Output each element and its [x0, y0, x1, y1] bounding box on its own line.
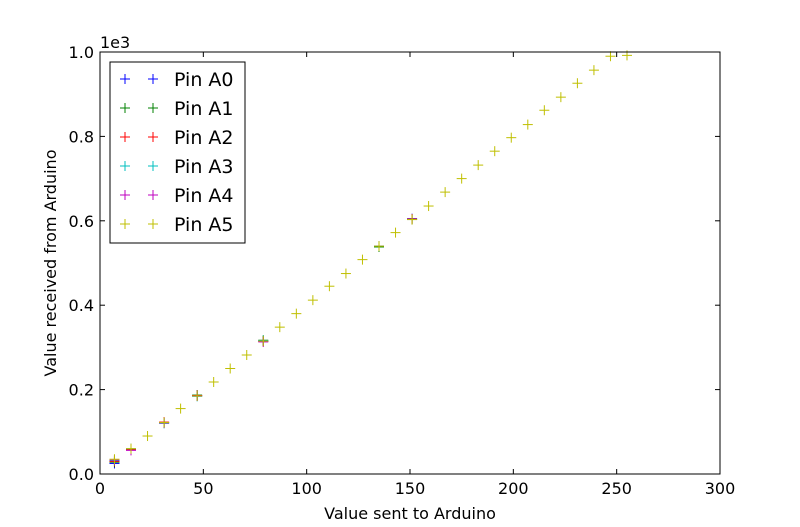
- y-axis-offset-label: 1e3: [100, 33, 130, 52]
- x-axis-label: Value sent to Arduino: [324, 504, 496, 523]
- data-point-pin-a5: [539, 105, 550, 116]
- data-points: [109, 50, 632, 469]
- y-axis-label: Value received from Arduino: [41, 150, 60, 377]
- legend-label-pin-a3: Pin A3: [174, 156, 234, 178]
- x-tick-label: 200: [498, 479, 529, 498]
- legend-marker-pin-a5: [148, 219, 158, 229]
- data-point-pin-a5: [324, 281, 335, 292]
- legend-marker-pin-a1: [120, 103, 130, 113]
- y-tick-label: 0.8: [69, 127, 94, 146]
- legend: Pin A0 Pin A1 Pin A2 Pin A3 Pin A4 Pin A5: [109, 61, 246, 244]
- data-point-pin-a5: [423, 201, 434, 212]
- legend-label-pin-a0: Pin A0: [174, 69, 234, 91]
- data-point-pin-a5: [588, 65, 599, 76]
- legend-marker-pin-a3: [148, 161, 158, 171]
- data-point-pin-a5: [258, 336, 269, 347]
- y-tick-label: 1.0: [69, 43, 94, 62]
- data-point-pin-a5: [274, 322, 285, 333]
- x-axis-ticks: 0 50 100 150 200 250 300: [95, 52, 735, 498]
- x-tick-label: 0: [95, 479, 105, 498]
- data-point-pin-a5: [126, 443, 136, 454]
- data-point-pin-a5: [142, 431, 153, 442]
- legend-marker-pin-a0: [148, 74, 158, 84]
- legend-marker-pin-a4: [148, 190, 158, 200]
- data-point-pin-a5: [489, 146, 500, 157]
- x-tick-label: 250: [601, 479, 632, 498]
- data-point-pin-a5: [407, 214, 418, 225]
- data-point-pin-a5: [307, 295, 318, 306]
- legend-marker-pin-a4: [120, 190, 130, 200]
- data-point-pin-a5: [357, 254, 368, 265]
- y-tick-label: 0.6: [69, 212, 94, 231]
- data-point-pin-a5: [572, 78, 583, 89]
- legend-marker-pin-a3: [120, 161, 130, 171]
- legend-marker-pin-a1: [148, 103, 158, 113]
- legend-marker-pin-a5: [120, 219, 130, 229]
- data-point-pin-a5: [390, 227, 401, 238]
- y-tick-label: 0.0: [69, 465, 94, 484]
- data-point-pin-a5: [506, 132, 517, 143]
- legend-label-pin-a4: Pin A4: [174, 185, 234, 207]
- data-point-pin-a5: [374, 241, 384, 252]
- data-point-pin-a5: [605, 51, 616, 62]
- x-tick-label: 150: [395, 479, 426, 498]
- y-tick-label: 0.4: [69, 296, 94, 315]
- x-tick-label: 300: [705, 479, 736, 498]
- x-tick-label: 100: [291, 479, 322, 498]
- x-tick-label: 50: [193, 479, 213, 498]
- legend-label-pin-a2: Pin A2: [174, 127, 234, 149]
- legend-box: [109, 61, 246, 244]
- data-point-pin-a5: [225, 363, 236, 374]
- data-point-pin-a5: [555, 92, 566, 103]
- data-point-pin-a5: [159, 417, 170, 428]
- legend-marker-pin-a0: [120, 74, 130, 84]
- legend-marker-pin-a2: [148, 132, 158, 142]
- y-axis-ticks: 0.0 0.2 0.4 0.6 0.8 1.0: [69, 43, 720, 484]
- data-point-pin-a5: [440, 187, 451, 198]
- legend-marker-pin-a2: [120, 132, 130, 142]
- data-point-pin-a5: [109, 454, 120, 465]
- data-point-pin-a5: [291, 308, 302, 319]
- data-point-pin-a5: [241, 349, 252, 360]
- data-point-pin-a5: [522, 119, 533, 130]
- data-point-pin-a5: [473, 160, 484, 171]
- data-point-pin-a5: [340, 268, 351, 279]
- y-tick-label: 0.2: [69, 381, 94, 400]
- data-point-pin-a5: [208, 377, 219, 388]
- legend-label-pin-a1: Pin A1: [174, 98, 234, 120]
- data-point-pin-a5: [192, 390, 203, 401]
- data-point-pin-a5: [456, 173, 467, 184]
- legend-label-pin-a5: Pin A5: [174, 214, 234, 236]
- data-point-pin-a5: [175, 403, 186, 414]
